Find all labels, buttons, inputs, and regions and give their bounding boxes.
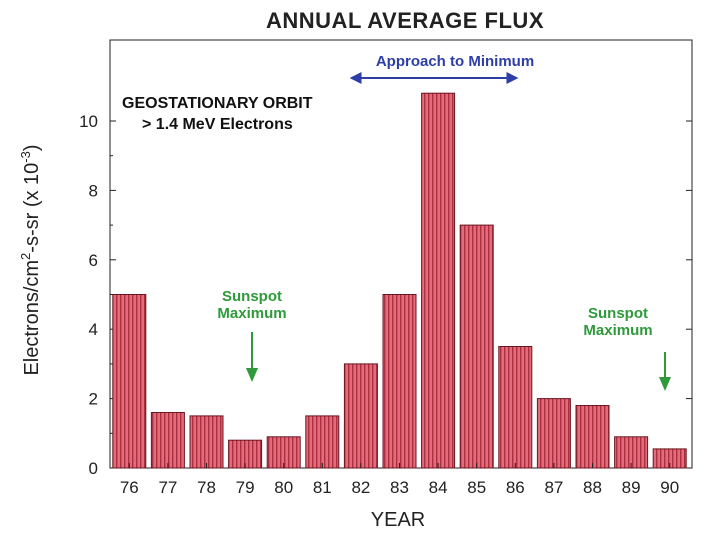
- bar-88: [575, 405, 610, 469]
- bar-89: [614, 436, 649, 469]
- sunspot-right-line2: Maximum: [583, 322, 652, 339]
- x-axis: 76 77 78 79 80 81 82 83 84 85 86 87 88 89 90: [120, 463, 679, 497]
- x-tick-label-79: 79: [236, 478, 255, 497]
- y-axis-title: Electrons/cm2-s-sr (x 10-3): [18, 144, 43, 375]
- x-axis-title: YEAR: [371, 509, 425, 531]
- x-tick-label-77: 77: [158, 478, 177, 497]
- x-tick-label-86: 86: [506, 478, 525, 497]
- y-axis-title-middle: -s-sr (x 10: [21, 163, 43, 253]
- y-axis-title-sup2: -3: [18, 151, 33, 163]
- x-tick-label-82: 82: [351, 478, 370, 497]
- bar-85: [459, 224, 494, 469]
- y-tick-label: 4: [89, 320, 98, 339]
- bar-83: [382, 294, 417, 469]
- x-tick-label-80: 80: [274, 478, 293, 497]
- bar-87: [536, 398, 571, 469]
- x-tick-label-84: 84: [429, 478, 448, 497]
- sunspot-right-arrow: [659, 352, 671, 391]
- x-tick-label-89: 89: [622, 478, 641, 497]
- y-axis-title-prefix: Electrons/cm: [21, 260, 43, 376]
- y-tick-label: 2: [89, 390, 98, 409]
- y-tick-label: 6: [89, 251, 98, 270]
- bar-84: [421, 92, 456, 469]
- x-tick-label-85: 85: [467, 478, 486, 497]
- approach-minimum-label: Approach to Minimum: [376, 53, 534, 70]
- y-axis-title-sup1: 2: [18, 253, 33, 260]
- bar-81: [305, 415, 340, 469]
- orbit-label-line2: > 1.4 MeV Electrons: [142, 116, 293, 133]
- bar-82: [343, 363, 378, 469]
- x-tick-label-90: 90: [660, 478, 679, 497]
- sunspot-left-line2: Maximum: [217, 305, 286, 322]
- bar-series: [112, 92, 687, 469]
- x-tick-label-83: 83: [390, 478, 409, 497]
- x-tick-label-76: 76: [120, 478, 139, 497]
- y-tick-label: 0: [89, 459, 98, 478]
- y-tick-label: 8: [89, 181, 98, 200]
- bar-76: [112, 294, 147, 469]
- x-tick-label-78: 78: [197, 478, 216, 497]
- orbit-label-line1: GEOSTATIONARY ORBIT: [122, 95, 313, 112]
- y-axis-title-suffix: ): [21, 144, 43, 151]
- bar-77: [150, 412, 185, 469]
- sunspot-left-line1: Sunspot: [222, 288, 282, 305]
- sunspot-left-arrow: [246, 332, 258, 382]
- bar-78: [189, 415, 224, 469]
- x-tick-label-87: 87: [544, 478, 563, 497]
- chart-title: ANNUAL AVERAGE FLUX: [266, 8, 544, 33]
- sunspot-right-line1: Sunspot: [588, 305, 648, 322]
- y-tick-label: 10: [79, 112, 98, 131]
- x-tick-label-88: 88: [583, 478, 602, 497]
- bar-86: [498, 346, 533, 469]
- x-tick-label-81: 81: [313, 478, 332, 497]
